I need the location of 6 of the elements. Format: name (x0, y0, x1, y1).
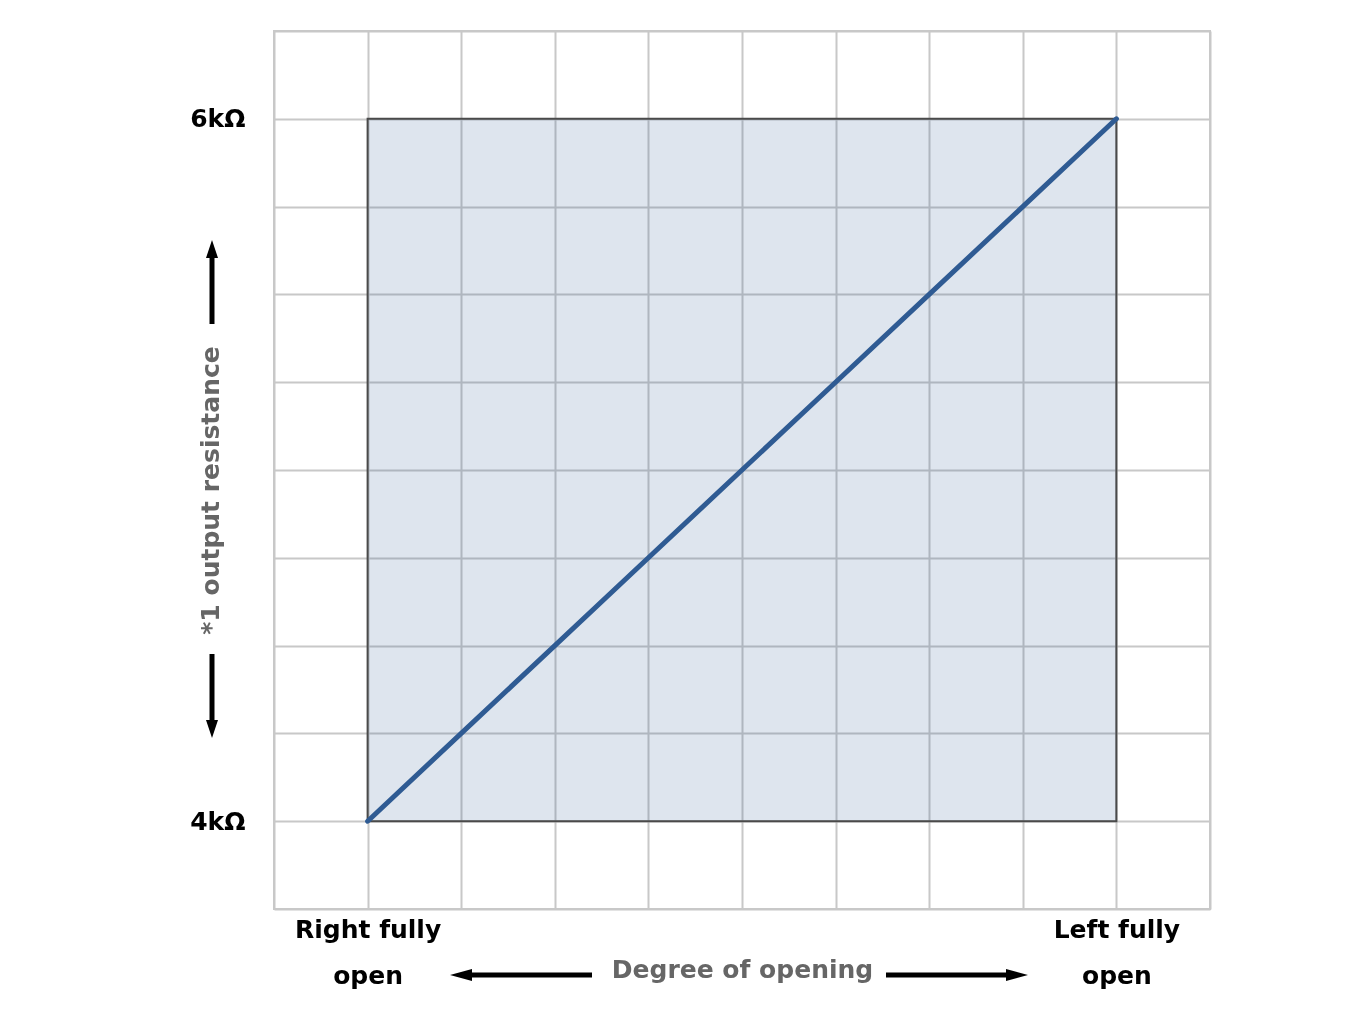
x-axis-title: Degree of opening (611, 954, 874, 984)
y-tick-label: 4kΩ (190, 806, 246, 836)
y-tick-label: 6kΩ (190, 104, 246, 134)
x-tick-label: Left fully open (1053, 914, 1181, 990)
y-axis-title: *1 output resistance (195, 346, 225, 635)
x-tick-label: Right fully open (294, 914, 442, 990)
